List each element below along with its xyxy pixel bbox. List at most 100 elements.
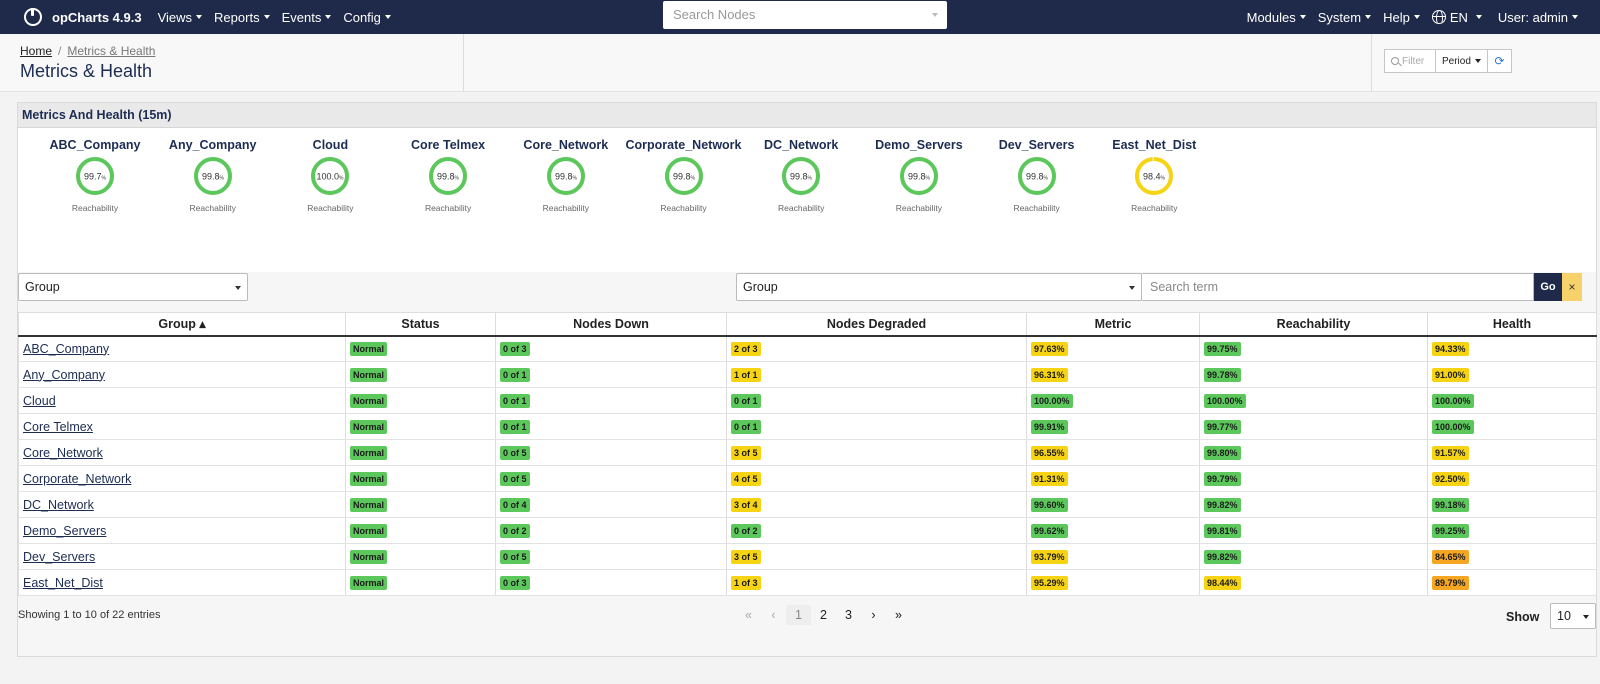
period-dropdown[interactable]: Period xyxy=(1436,49,1488,73)
clear-search-button[interactable]: × xyxy=(1562,273,1582,301)
gauge-arc xyxy=(899,157,938,195)
health-badge: 99.18% xyxy=(1432,498,1469,512)
cell-metric: 100.00% xyxy=(1026,387,1200,414)
group-link[interactable]: Any_Company xyxy=(23,367,105,382)
metric-badge: 96.31% xyxy=(1031,368,1068,382)
group-link[interactable]: Demo_Servers xyxy=(23,523,107,538)
group-select-left[interactable]: Group xyxy=(18,273,248,301)
gauge-unit: % xyxy=(1161,176,1166,182)
page-3-button[interactable]: 3 xyxy=(845,608,852,622)
group-link[interactable]: Core Telmex xyxy=(23,419,93,434)
cell-nodes-degraded: 1 of 1 xyxy=(726,361,1027,388)
menu-views[interactable]: Views xyxy=(158,10,203,25)
cell-nodes-down: 0 of 4 xyxy=(495,491,727,518)
gauge-title: Core_Network xyxy=(523,138,609,152)
status-badge: Normal xyxy=(350,420,388,434)
menu-help[interactable]: Help xyxy=(1383,10,1420,25)
group-link[interactable]: ABC_Company xyxy=(23,341,110,356)
health-badge: 91.57% xyxy=(1432,446,1469,460)
gauge-east-net-dist[interactable]: East_Net_Dist 98.4% Reachability xyxy=(1095,138,1213,213)
gauge-cloud[interactable]: Cloud 100.0% Reachability xyxy=(271,138,389,213)
page-size-select[interactable]: 10 xyxy=(1550,603,1596,629)
page-1-button[interactable]: 1 xyxy=(786,605,811,625)
header-divider xyxy=(1371,34,1372,92)
status-badge: Normal xyxy=(350,576,388,590)
gauge-ring: 99.8% xyxy=(429,157,468,195)
brand-name: opCharts 4.9.3 xyxy=(52,9,142,25)
gauge-dc-network[interactable]: DC_Network 99.8% Reachability xyxy=(742,138,860,213)
gauge-caption: Reachability xyxy=(424,203,472,213)
gauge-core-network[interactable]: Core_Network 99.8% Reachability xyxy=(507,138,625,213)
nodes-down-badge: 0 of 5 xyxy=(500,472,530,486)
group-link[interactable]: Corporate_Network xyxy=(23,471,132,486)
groups-table: Group ▴ Status Nodes Down Nodes Degraded… xyxy=(18,312,1597,596)
nodes-degraded-badge: 3 of 4 xyxy=(731,498,761,512)
cell-reachability: 99.81% xyxy=(1199,517,1428,544)
nodes-down-badge: 0 of 4 xyxy=(500,498,530,512)
column-header-nodes-degraded[interactable]: Nodes Degraded xyxy=(726,312,1027,337)
cell-reachability: 99.82% xyxy=(1199,543,1428,570)
menu-system[interactable]: System xyxy=(1318,10,1372,25)
breadcrumb-home-link[interactable]: Home xyxy=(20,44,53,58)
gauge-corporate-network[interactable]: Corporate_Network 99.8% Reachability xyxy=(625,138,743,213)
menu-modules[interactable]: Modules xyxy=(1247,10,1306,25)
cell-group: Core_Network xyxy=(18,439,346,466)
user-menu[interactable]: User: admin xyxy=(1498,10,1578,25)
refresh-icon: ⟳ xyxy=(1494,54,1505,68)
language-menu[interactable]: EN xyxy=(1431,10,1482,25)
status-badge: Normal xyxy=(350,524,388,538)
menu-events[interactable]: Events xyxy=(282,10,332,25)
page-2-button[interactable]: 2 xyxy=(820,608,827,622)
group-link[interactable]: Core_Network xyxy=(23,445,103,460)
nodes-degraded-badge: 0 of 1 xyxy=(731,420,761,434)
gauge-caption: Reachability xyxy=(1013,203,1060,213)
column-header-reachability[interactable]: Reachability xyxy=(1199,312,1428,337)
group-link[interactable]: Cloud xyxy=(23,393,56,408)
gauge-value: 99.8% xyxy=(202,172,225,182)
column-header-health[interactable]: Health xyxy=(1427,312,1597,337)
health-badge: 89.79% xyxy=(1432,576,1469,590)
cell-reachability: 99.75% xyxy=(1199,335,1428,362)
group-link[interactable]: East_Net_Dist xyxy=(23,575,103,590)
caret-down-icon xyxy=(263,15,270,19)
last-page-button[interactable]: » xyxy=(895,608,902,622)
refresh-button[interactable]: ⟳ xyxy=(1488,49,1512,73)
column-header-status[interactable]: Status xyxy=(345,312,496,337)
next-page-button[interactable]: › xyxy=(871,608,876,622)
health-badge: 91.00% xyxy=(1432,368,1469,382)
nodes-down-badge: 0 of 3 xyxy=(500,342,530,357)
menu-config[interactable]: Config xyxy=(343,10,391,25)
first-page-button[interactable]: « xyxy=(745,608,752,622)
menu-reports[interactable]: Reports xyxy=(214,10,270,25)
gauge-core-telmex[interactable]: Core Telmex 99.8% Reachability xyxy=(389,138,507,213)
go-button[interactable]: Go xyxy=(1534,273,1562,301)
search-nodes-input[interactable]: Search Nodes xyxy=(663,1,947,29)
cell-metric: 91.31% xyxy=(1026,465,1200,492)
nodes-down-badge: 0 of 3 xyxy=(500,576,530,590)
nodes-degraded-badge: 0 of 2 xyxy=(731,524,761,538)
gauge-ring: 99.8% xyxy=(664,157,703,195)
gauge-unit: % xyxy=(1043,176,1048,182)
column-header-metric[interactable]: Metric xyxy=(1026,312,1200,337)
reachability-badge: 99.82% xyxy=(1204,498,1241,512)
search-term-input[interactable]: Search term xyxy=(1142,273,1534,301)
gauge-any-company[interactable]: Any_Company 99.8% Reachability xyxy=(154,138,272,213)
group-select-right[interactable]: Group xyxy=(736,273,1142,301)
brand[interactable]: opCharts 4.9.3 xyxy=(24,8,142,26)
cell-status: Normal xyxy=(345,439,496,466)
filter-button[interactable]: Filter xyxy=(1384,49,1436,73)
reachability-badge: 99.79% xyxy=(1204,472,1241,486)
caret-down-icon xyxy=(325,15,332,19)
column-header-group[interactable]: Group ▴ xyxy=(18,312,346,337)
gauge-title: Cloud xyxy=(312,138,349,152)
gauge-abc-company[interactable]: ABC_Company 99.7% Reachability xyxy=(36,138,154,213)
group-link[interactable]: Dev_Servers xyxy=(23,549,96,564)
previous-page-button[interactable]: ‹ xyxy=(771,608,776,622)
cell-health: 100.00% xyxy=(1427,387,1597,414)
gauge-ring: 100.0% xyxy=(311,157,350,195)
column-header-nodes-down[interactable]: Nodes Down xyxy=(495,312,727,337)
group-link[interactable]: DC_Network xyxy=(23,497,94,512)
gauge-demo-servers[interactable]: Demo_Servers 99.8% Reachability xyxy=(860,138,978,213)
gauge-dev-servers[interactable]: Dev_Servers 99.8% Reachability xyxy=(978,138,1096,213)
breadcrumb-current-link[interactable]: Metrics & Health xyxy=(67,44,156,58)
